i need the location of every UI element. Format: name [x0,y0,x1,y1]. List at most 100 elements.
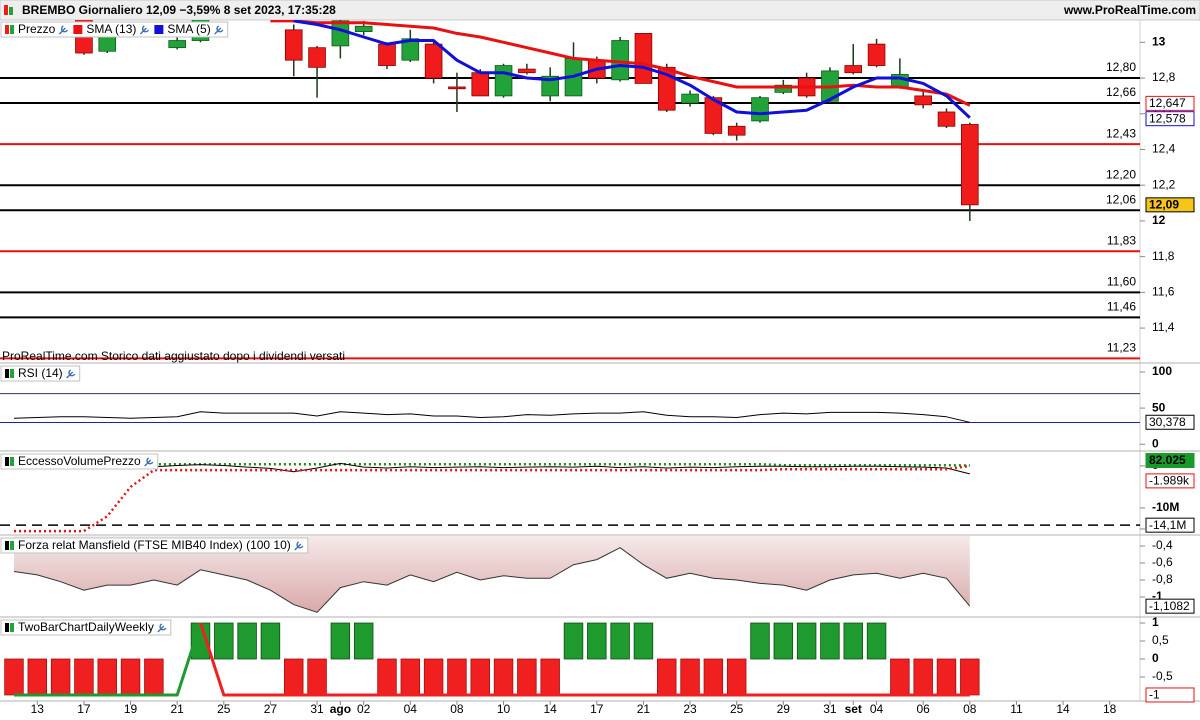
bar [657,658,677,696]
candle-body [961,124,979,206]
bar [773,622,794,660]
title-icon [9,7,13,15]
value-box [1145,687,1195,703]
area-fill [13,536,970,613]
bar [400,658,421,696]
legend-swatch [5,25,9,34]
candle-body [937,111,956,127]
x-tick-label: 21 [637,702,651,716]
legend-swatch [73,25,83,34]
panel-header-box [0,619,172,636]
candle-body [308,47,326,68]
y-tick-label: 13 [1152,34,1166,48]
y-tick-label: -0,8 [1152,572,1173,586]
candle-body [448,86,466,90]
x-tick-label: 11 [1010,702,1023,716]
value-box [1145,598,1195,614]
level-label: 11,60 [1107,275,1136,289]
y-tick-label: -0,4 [1152,538,1173,552]
bar [726,658,747,696]
value-box-label: -1,1082 [1149,599,1190,613]
level-label: 11,83 [1107,233,1136,247]
settings-icon [157,623,167,633]
y-tick-label: 50 [1152,400,1166,414]
series-line [153,462,970,475]
bar [843,622,863,660]
value-box-label: 12,647 [1149,96,1186,110]
y-tick-label: 12 [1152,213,1166,227]
bar [260,622,281,660]
candle-body [867,43,886,66]
legend-label: SMA (13) [86,22,136,36]
level-label: 12,06 [1106,192,1136,206]
panel [13,536,971,613]
candle-body [471,72,490,97]
candle-body [681,93,699,104]
signal-line [14,622,202,697]
settings-icon [139,25,150,35]
legend-label: RSI (14) [18,366,63,380]
bar [960,658,980,696]
x-tick-label: 29 [777,702,791,716]
bar [214,622,234,660]
signal-line [199,622,970,697]
bar [610,622,630,660]
bar [423,658,444,696]
legend-swatch [10,369,14,378]
bar [866,622,887,660]
bar [120,658,141,696]
settings-icon [58,25,68,35]
panel-header: Forza relat Mansfield (FTSE MIB40 Index)… [0,537,309,554]
series-line [13,547,971,613]
level-label: 12,20 [1106,167,1136,181]
y-tick-label: 0,5 [1152,633,1169,647]
bar [470,658,490,696]
value-box [1145,414,1195,430]
value-box [1145,197,1195,213]
legend-swatch [10,623,14,632]
legend-label: SMA (5) [167,22,210,36]
panel-header: EccessoVolumePrezzo [0,453,159,470]
panel-header-box [0,453,159,470]
value-box [1145,95,1195,111]
value-box-label: 12,09 [1149,198,1179,212]
legend-swatch [5,541,9,550]
panel [0,20,1140,360]
y-tick-label: 0 [1152,651,1159,665]
candle-body [168,40,186,49]
bar [540,658,560,696]
data-note: ProRealTime.com Storico dati aggiustato … [2,349,345,363]
bar [703,658,724,696]
candle-body [844,65,863,74]
y-tick-label: 12,2 [1152,177,1176,191]
x-tick-label: 17 [77,702,91,716]
bar [353,622,374,660]
value-box-label: 82.025 [1149,453,1186,467]
settings-icon [294,541,304,551]
site-name: www.ProRealTime.com [1063,3,1196,17]
x-tick-label: 21 [170,702,184,716]
bar [330,622,351,660]
candle-body [284,29,303,61]
candle-body [704,97,723,134]
bar [97,658,117,696]
bar [517,658,537,696]
y-tick-label: 11,6 [1152,285,1175,299]
x-tick-label: 17 [590,702,604,716]
value-box [1145,453,1195,469]
x-tick-label: 19 [124,702,138,716]
x-tick-label: 31 [310,702,324,716]
level-label: 11,46 [1107,300,1136,314]
value-box-label: -1.989k [1149,474,1190,488]
x-tick-label: 06 [917,702,931,716]
chart-title: BREMBO Giornaliero 12,09 −3,59% 8 set 20… [22,3,336,17]
candle-body [424,43,443,79]
series-line [153,462,970,467]
series-line [14,464,970,533]
bar [820,622,840,660]
candle-body [354,25,373,33]
x-tick-label: 25 [730,702,744,716]
series-line [270,20,971,107]
